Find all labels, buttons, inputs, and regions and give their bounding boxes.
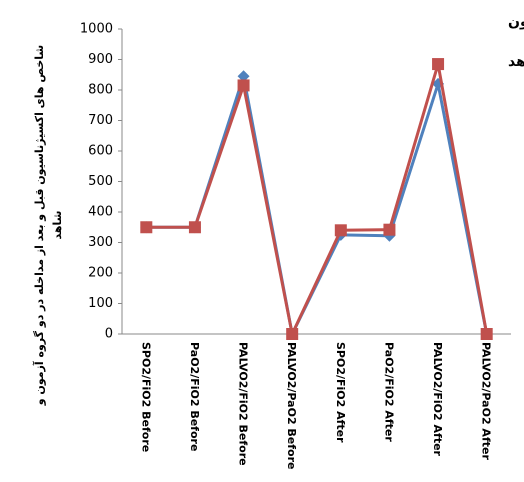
annotation: قرمز: گروه آزمون [508, 12, 524, 30]
y-axis-label-line: شاخص های اکسیژناسیون قبل و بعد از مداخله… [32, 45, 46, 406]
x-tick-label: PALVO2/PaO2 Before [285, 342, 298, 470]
y-axis-label-line: شاهد [51, 211, 64, 240]
x-tick-label: PALVO2/FiO2 Before [237, 342, 250, 466]
x-tick-label-group: SPO2/FiO2 After [334, 342, 347, 443]
y-tick-label: 100 [88, 296, 113, 311]
y-tick-label: 900 [88, 52, 113, 67]
point-marker [286, 328, 299, 340]
x-tick-label-group: PALVO2/FiO2 After [431, 342, 444, 457]
y-tick-label: 500 [88, 174, 113, 189]
y-tick-label: 400 [88, 205, 113, 220]
x-tick-label: PALVO2/PaO2 After [480, 342, 493, 460]
x-tick-label-group: PALVO2/PaO2 Before [285, 342, 298, 470]
series-line [146, 63, 489, 339]
x-tick-label-group: PALVO2/FiO2 Before [237, 342, 250, 466]
annotation: آبی: گروه شاهد [508, 52, 524, 70]
point-marker [334, 224, 347, 237]
x-tick-label: PALVO2/FiO2 After [431, 342, 444, 457]
point-marker [237, 79, 250, 92]
point-marker [188, 221, 201, 234]
y-tick-label: 200 [88, 266, 113, 281]
point-marker [237, 70, 250, 83]
point-marker [432, 58, 445, 71]
x-tick-label: SPO2/FiO2 After [334, 342, 347, 443]
y-tick-label: 700 [88, 113, 113, 128]
x-tick-label-group: PaO2/FiO2 Before [188, 342, 201, 451]
x-tick-label: PaO2/FiO2 Before [188, 342, 201, 451]
point-marker [140, 221, 153, 234]
y-tick-label: 1000 [80, 22, 113, 37]
y-tick-label: 800 [88, 83, 113, 98]
y-tick-label: 0 [105, 327, 113, 342]
x-tick-label: PaO2/FiO2 After [382, 342, 395, 442]
point-marker [383, 223, 396, 236]
x-tick-label: SPO2/FiO2 Before [139, 342, 152, 452]
y-tick-label: 600 [88, 144, 113, 159]
x-tick-label-group: PALVO2/PaO2 After [480, 342, 493, 460]
y-axis-label: شاخص های اکسیژناسیون قبل و بعد از مداخله… [32, 45, 64, 406]
point-marker [480, 328, 493, 340]
x-tick-label-group: SPO2/FiO2 Before [139, 342, 152, 452]
series-line [146, 75, 489, 339]
x-tick-label-group: PaO2/FiO2 After [382, 342, 395, 442]
y-tick-label: 300 [88, 235, 113, 250]
